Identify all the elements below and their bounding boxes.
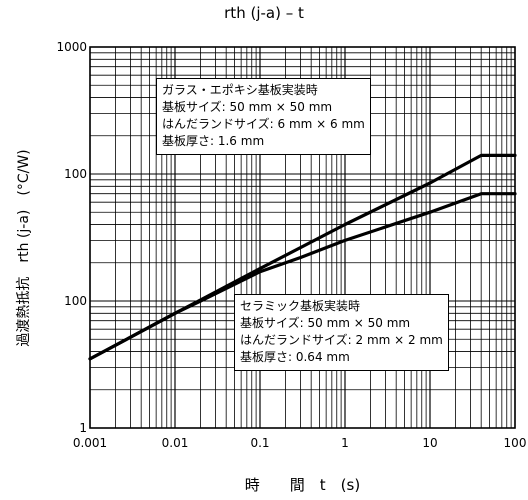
annotation-line: はんだランドサイズ: 6 mm × 6 mm <box>162 117 365 131</box>
annotation-ceramic: セラミック基板実装時 基板サイズ: 50 mm × 50 mm はんだランドサイ… <box>234 294 449 371</box>
annotation-line: 基板厚さ: 0.64 mm <box>240 350 350 364</box>
x-tick-label: 0.1 <box>250 436 269 450</box>
x-tick-label: 0.001 <box>73 436 107 450</box>
chart-title: rth (j-a) – t <box>224 4 304 22</box>
y-tick-label: 1000 <box>56 40 87 54</box>
x-tick-label: 10 <box>422 436 437 450</box>
x-axis-label: 時 間 t (s) <box>244 476 361 494</box>
annotation-glass-epoxy: ガラス・エポキシ基板実装時 基板サイズ: 50 mm × 50 mm はんだラン… <box>156 78 371 155</box>
y-tick-label: 100 <box>64 294 87 308</box>
plot-frame <box>89 46 516 429</box>
annotation-line: 基板厚さ: 1.6 mm <box>162 134 265 148</box>
series-line-2 <box>88 192 517 361</box>
x-tick-label: 0.01 <box>162 436 189 450</box>
annotation-line: 基板サイズ: 50 mm × 50 mm <box>162 100 333 114</box>
annotation-line: 基板サイズ: 50 mm × 50 mm <box>240 316 411 330</box>
x-tick-label: 1 <box>341 436 349 450</box>
x-tick-labels: 0.001 0.01 0.1 1 10 100 <box>73 436 527 450</box>
annotation-line: はんだランドサイズ: 2 mm × 2 mm <box>240 333 443 347</box>
y-tick-label: 1 <box>79 421 87 435</box>
x-tick-label: 100 <box>504 436 527 450</box>
y-tick-label: 100 <box>64 167 87 181</box>
annotation-line: ガラス・エポキシ基板実装時 <box>162 83 318 97</box>
y-tick-labels: 1 100 100 1000 <box>56 40 87 435</box>
series-lines <box>88 153 517 361</box>
annotation-line: セラミック基板実装時 <box>240 299 361 313</box>
